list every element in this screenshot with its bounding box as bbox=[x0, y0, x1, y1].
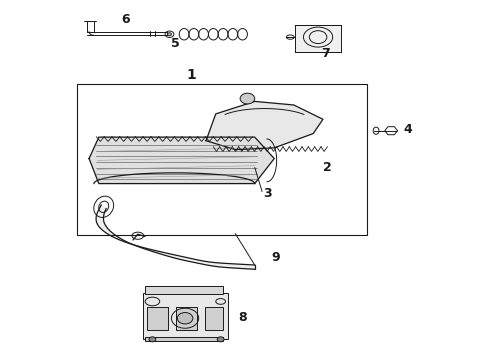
Ellipse shape bbox=[168, 33, 172, 36]
Bar bbox=[145, 287, 223, 294]
Bar bbox=[77, 84, 367, 235]
Text: 1: 1 bbox=[187, 68, 196, 82]
Bar bbox=[205, 307, 222, 330]
Bar bbox=[176, 307, 197, 330]
Text: 7: 7 bbox=[321, 47, 330, 60]
Bar bbox=[145, 337, 223, 342]
Text: 5: 5 bbox=[172, 37, 180, 50]
Text: 8: 8 bbox=[239, 311, 247, 324]
Bar bbox=[294, 24, 342, 53]
Polygon shape bbox=[89, 137, 274, 184]
Bar bbox=[147, 307, 168, 330]
Polygon shape bbox=[206, 102, 323, 150]
Bar bbox=[143, 293, 228, 339]
Ellipse shape bbox=[177, 312, 193, 324]
Ellipse shape bbox=[149, 337, 156, 342]
Ellipse shape bbox=[217, 337, 224, 342]
Polygon shape bbox=[97, 205, 255, 269]
Text: 3: 3 bbox=[264, 187, 272, 200]
Text: 4: 4 bbox=[403, 123, 412, 136]
Text: 2: 2 bbox=[323, 161, 332, 174]
Ellipse shape bbox=[240, 93, 255, 104]
Text: 9: 9 bbox=[272, 251, 280, 264]
Text: 6: 6 bbox=[122, 13, 130, 26]
